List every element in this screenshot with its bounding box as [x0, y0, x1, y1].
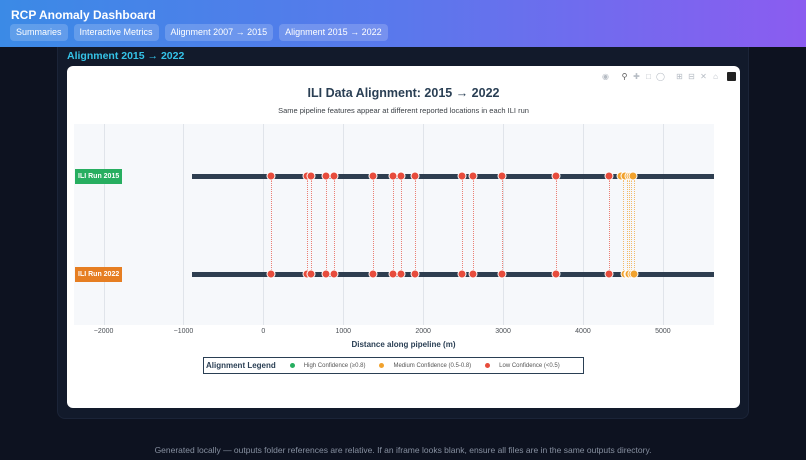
plot-area[interactable]: ILI Run 2015 ILI Run 2022	[74, 124, 714, 325]
anomaly-marker[interactable]	[368, 269, 378, 279]
zoom-out-icon[interactable]: ⊟	[688, 72, 695, 81]
legend-dot-medium-icon	[379, 363, 385, 368]
gridline	[343, 124, 345, 325]
alignment-connector	[633, 180, 635, 270]
anomaly-marker[interactable]	[604, 171, 614, 181]
x-tick-label: 0	[261, 328, 266, 335]
reset-axes-icon[interactable]: ⌂	[713, 72, 718, 81]
gridline	[423, 124, 425, 325]
alignment-connector	[628, 180, 630, 270]
gridline	[263, 124, 265, 325]
alignment-connector	[271, 180, 273, 270]
alignment-connector	[462, 180, 464, 270]
alignment-legend: Alignment Legend High Confidence (≥0.8) …	[203, 357, 584, 374]
run-label-2022: ILI Run 2022	[75, 267, 123, 282]
alignment-connector	[626, 180, 628, 270]
anomaly-marker[interactable]	[368, 171, 378, 181]
gridline	[103, 124, 105, 325]
pipeline-2022	[192, 271, 714, 277]
anomaly-marker[interactable]	[329, 269, 339, 279]
anomaly-marker[interactable]	[604, 269, 614, 279]
tab-alignment-2007-2015[interactable]: Alignment 2007 → 2015	[164, 24, 274, 41]
legend-title: Alignment Legend	[206, 361, 276, 370]
tab-interactive-metrics[interactable]: Interactive Metrics	[73, 24, 159, 41]
anomaly-marker[interactable]	[551, 269, 561, 279]
anomaly-marker[interactable]	[497, 171, 507, 181]
anomaly-marker[interactable]	[628, 171, 638, 181]
x-tick-label: 2000	[415, 328, 431, 335]
x-tick-label: 3000	[495, 328, 511, 335]
x-tick-label: −1000	[173, 328, 194, 335]
chart-iframe: ◉ ⚲ ✚ □ ◯ ⊞ ⊟ ✕ ⌂ ILI Data Alignment: 20…	[67, 66, 740, 408]
alignment-connector	[393, 180, 395, 270]
alignment-connector	[326, 180, 328, 270]
alignment-connector	[415, 180, 417, 270]
gridline	[183, 124, 185, 325]
anomaly-marker[interactable]	[551, 171, 561, 181]
run-label-2015: ILI Run 2015	[75, 169, 123, 184]
plotly-logo-icon[interactable]	[727, 72, 736, 81]
alignment-connector	[334, 180, 336, 270]
app-header: RCP Anomaly Dashboard Summaries Interact…	[0, 0, 806, 47]
zoom-in-icon[interactable]: ⊞	[676, 72, 683, 81]
alignment-connector	[608, 180, 610, 270]
alignment-connector	[306, 180, 308, 270]
anomaly-marker[interactable]	[457, 171, 467, 181]
box-select-icon[interactable]: □	[646, 72, 651, 81]
x-tick-label: −2000	[93, 328, 114, 335]
x-tick-label: 4000	[575, 328, 591, 335]
alignment-connector	[631, 180, 633, 270]
anomaly-marker[interactable]	[266, 269, 276, 279]
tab-alignment-2015-2022[interactable]: Alignment 2015 → 2022	[279, 24, 388, 41]
anomaly-marker[interactable]	[468, 269, 478, 279]
x-tick-label: 1000	[335, 328, 352, 335]
section-title: Alignment 2015 → 2022	[67, 50, 185, 62]
autoscale-icon[interactable]: ✕	[700, 72, 707, 81]
x-axis-label: Distance along pipeline (m)	[351, 340, 456, 349]
anomaly-marker[interactable]	[266, 171, 276, 181]
tab-summaries[interactable]: Summaries	[10, 24, 68, 41]
legend-dot-high-icon	[289, 363, 295, 368]
footer-note: Generated locally — outputs folder refer…	[154, 445, 652, 455]
anomaly-marker[interactable]	[306, 171, 316, 181]
zoom-icon[interactable]: ⚲	[621, 72, 628, 81]
nav-tabs: Summaries Interactive Metrics Alignment …	[10, 24, 388, 41]
anomaly-marker[interactable]	[410, 269, 420, 279]
legend-item-low[interactable]: Low Confidence (<0.5)	[485, 363, 560, 369]
lasso-icon[interactable]: ◯	[656, 72, 665, 81]
anomaly-marker[interactable]	[396, 171, 406, 181]
alignment-connector	[622, 180, 624, 270]
gridline	[662, 124, 664, 325]
gridline	[582, 124, 584, 325]
alignment-connector	[311, 180, 313, 270]
legend-item-high[interactable]: High Confidence (≥0.8)	[289, 363, 365, 369]
pan-icon[interactable]: ✚	[633, 72, 640, 81]
anomaly-marker[interactable]	[468, 171, 478, 181]
pipeline-2015	[192, 173, 714, 179]
x-tick-label: 5000	[655, 328, 671, 335]
chart-subtitle: Same pipeline features appear at differe…	[278, 106, 529, 115]
camera-icon[interactable]: ◉	[602, 72, 609, 81]
anomaly-marker[interactable]	[457, 269, 467, 279]
anomaly-marker[interactable]	[329, 171, 339, 181]
anomaly-marker[interactable]	[396, 269, 406, 279]
alignment-connector	[502, 180, 504, 270]
chart-modebar: ◉ ⚲ ✚ □ ◯ ⊞ ⊟ ✕ ⌂	[601, 72, 736, 81]
anomaly-marker[interactable]	[306, 269, 316, 279]
anomaly-marker[interactable]	[497, 269, 507, 279]
gridline	[503, 124, 505, 325]
anomaly-marker[interactable]	[410, 171, 420, 181]
chart-title: ILI Data Alignment: 2015 → 2022	[307, 86, 500, 100]
app-title: RCP Anomaly Dashboard	[11, 8, 156, 22]
anomaly-marker[interactable]	[629, 269, 639, 279]
legend-item-medium[interactable]: Medium Confidence (0.5-0.8)	[379, 363, 471, 369]
alignment-connector	[373, 180, 375, 270]
alignment-connector	[473, 180, 475, 270]
legend-dot-low-icon	[485, 363, 491, 368]
alignment-connector	[555, 180, 557, 270]
alignment-connector	[401, 180, 403, 270]
